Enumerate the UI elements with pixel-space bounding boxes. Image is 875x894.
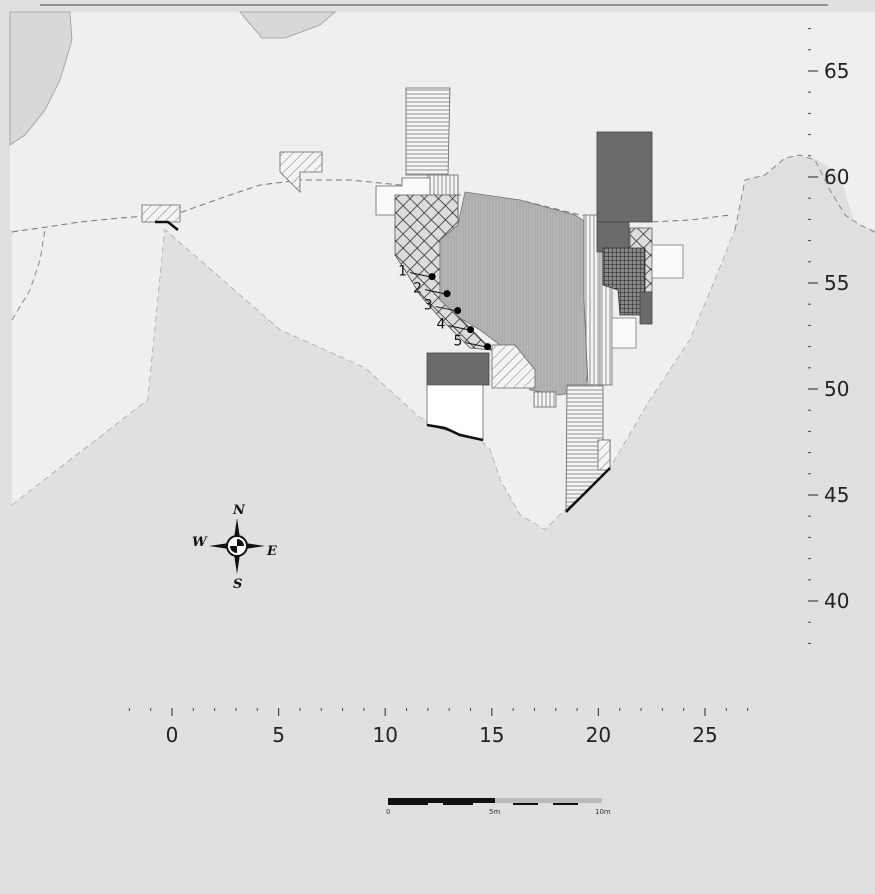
feature-dark-block-south	[426, 352, 490, 386]
scale-segment-black	[388, 798, 495, 803]
scale-segment-grey	[495, 798, 602, 803]
scale-bar: 0 5m 10m	[386, 798, 611, 816]
point-leader-3	[435, 306, 455, 312]
compass-w-label: W	[192, 535, 208, 550]
y-tick-label: 55	[824, 271, 849, 295]
compass-west-arrow	[209, 543, 229, 549]
compass-s-label: S	[233, 577, 242, 592]
point-label-4: 4	[436, 317, 445, 333]
west-boundary	[11, 229, 46, 321]
feature-dark-strip-east	[639, 291, 653, 325]
point-leader-4	[448, 325, 468, 331]
eastern-boundary	[734, 154, 875, 233]
point-leader-1	[410, 272, 430, 278]
feature-horizontal-block-north	[405, 87, 451, 176]
x-tick-label: 10	[372, 723, 397, 747]
feature-diagonal-small	[491, 344, 536, 389]
bastion-wall	[155, 220, 179, 231]
point-marker-5	[484, 343, 492, 351]
compass-e-label: E	[266, 544, 278, 559]
x-tick-label: 25	[692, 723, 717, 747]
feature-north-structure	[279, 151, 323, 193]
feature-small-room-east	[611, 317, 637, 349]
scale-label-5m: 5m	[489, 808, 500, 816]
feature-dark-block-east-lower	[596, 221, 630, 253]
southern-ground	[12, 230, 612, 894]
eastern-landmass	[612, 155, 875, 894]
scale-label-0: 0	[386, 808, 390, 816]
feature-grid-east	[602, 247, 646, 316]
feature-dark-block-east	[596, 131, 653, 223]
feature-tiny-block	[533, 391, 557, 408]
compass-south-arrow	[234, 554, 240, 574]
scale-label-10m: 10m	[595, 808, 611, 816]
point-label-2: 2	[413, 281, 422, 297]
point-marker-4	[466, 326, 474, 334]
compass-east-arrow	[245, 543, 265, 549]
feature-diag-south-east	[597, 439, 611, 471]
compass-north-arrow	[234, 518, 240, 538]
x-tick-label: 20	[586, 723, 611, 747]
y-tick-label: 60	[824, 165, 849, 189]
upper-landmass	[239, 11, 337, 39]
y-tick-label: 50	[824, 377, 849, 401]
y-axis: 65 60 55 50 45 40	[808, 28, 849, 644]
y-tick-label: 65	[824, 59, 849, 83]
feature-wall-south-east	[565, 467, 611, 513]
point-label-3: 3	[424, 298, 433, 314]
x-tick-label: 15	[479, 723, 504, 747]
y-tick-label: 40	[824, 589, 849, 613]
point-leader-2	[424, 289, 445, 295]
feature-wall-south	[426, 423, 484, 442]
compass-rose: N S E W	[192, 503, 278, 592]
point-marker-3	[454, 307, 462, 315]
upper-left-landmass	[9, 11, 73, 146]
point-label-1: 1	[398, 264, 407, 280]
x-tick-label: 5	[272, 723, 285, 747]
point-marker-2	[443, 290, 451, 298]
x-tick-label: 0	[166, 723, 179, 747]
point-label-5: 5	[454, 334, 463, 350]
point-leader-5	[465, 342, 485, 348]
compass-n-label: N	[232, 503, 246, 518]
x-axis: 0 5 10 15 20 25	[128, 708, 749, 747]
point-marker-1	[428, 273, 436, 281]
feature-white-room-east	[651, 244, 684, 279]
y-tick-label: 45	[824, 483, 849, 507]
small-bastion	[141, 204, 181, 223]
